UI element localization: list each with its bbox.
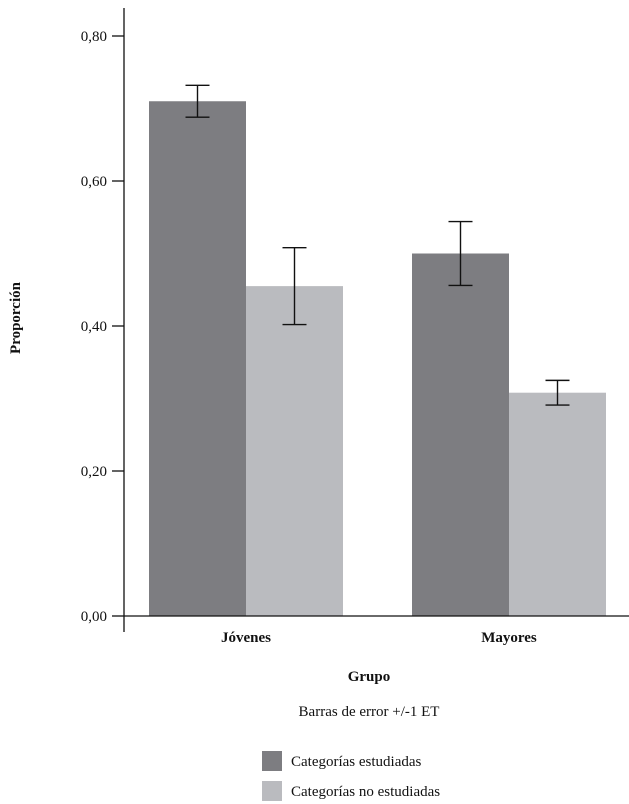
legend-label: Categorías estudiadas [291, 754, 422, 770]
y-ticks: 0,00 0,20 0,40 0,60 0,80 [81, 29, 629, 625]
y-axis-title: Proporción [8, 281, 24, 354]
y-tick-label: 0,60 [81, 174, 107, 190]
bar-studied-jovenes [149, 101, 246, 616]
bar-studied-mayores [412, 253, 509, 616]
y-tick-label: 0,20 [81, 464, 107, 480]
error-bar-unstudied-mayores [545, 379, 570, 406]
error-bar-studied-jovenes [185, 84, 210, 118]
legend-swatch [262, 751, 282, 771]
y-tick-label: 0,80 [81, 29, 107, 45]
legend-item-unstudied: Categorías no estudiadas [262, 781, 440, 801]
x-category-label: Jóvenes [221, 630, 271, 646]
bar-unstudied-jovenes [246, 286, 343, 616]
bars-layer [149, 101, 606, 616]
legend-item-studied: Categorías estudiadas [262, 751, 422, 771]
error-bar-unstudied-jovenes [282, 246, 307, 326]
y-tick-label: 0,00 [81, 609, 107, 625]
error-bars-layer [185, 84, 570, 406]
legend-swatch [262, 781, 282, 801]
x-category-labels: Jóvenes Mayores [221, 630, 537, 646]
error-bar-note: Barras de error +/-1 ET [299, 704, 440, 720]
x-axis-title: Grupo [348, 669, 391, 685]
legend: Categorías estudiadas Categorías no estud… [262, 751, 440, 801]
x-category-label: Mayores [481, 630, 537, 646]
y-tick-label: 0,40 [81, 319, 107, 335]
error-bar-studied-mayores [448, 220, 473, 287]
bar-unstudied-mayores [509, 392, 606, 616]
legend-label: Categorías no estudiadas [291, 784, 440, 800]
